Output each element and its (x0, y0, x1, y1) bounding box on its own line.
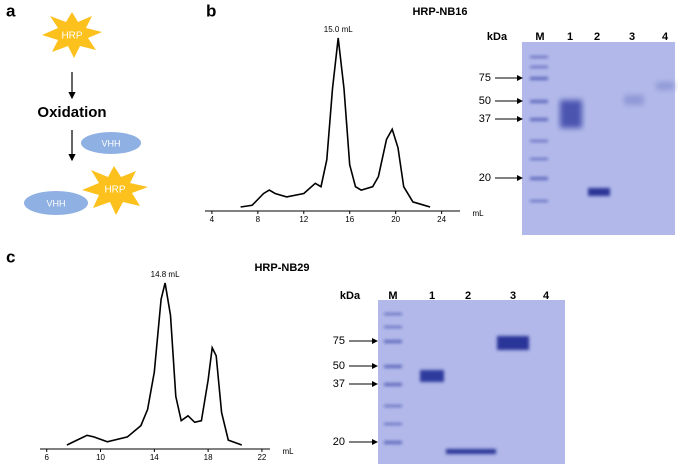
hrp-label: HRP (61, 31, 82, 42)
x-tick-label: 6 (44, 453, 49, 462)
marker-label: 50 (479, 95, 491, 107)
vhh-shape (81, 132, 141, 154)
marker-label: 75 (333, 335, 345, 347)
x-tick-label: 14 (150, 453, 159, 462)
lane-label: 2 (594, 31, 600, 43)
hrp-label: HRP (104, 185, 125, 196)
panel-label: b (206, 1, 216, 20)
peak-label: 15.0 mL (324, 25, 353, 34)
x-tick-label: 20 (391, 215, 400, 224)
vhh-shape (24, 191, 88, 215)
vhh-label: VHH (46, 198, 65, 208)
panel-label: c (6, 247, 15, 266)
panel-label: a (6, 1, 16, 20)
marker-label: 50 (333, 360, 345, 372)
gel (522, 42, 675, 235)
x-tick-label: 8 (256, 215, 261, 224)
marker-label: 37 (333, 378, 345, 390)
chromatogram-line (66, 282, 243, 446)
marker-label: 75 (479, 72, 491, 84)
vhh-label: VHH (101, 138, 120, 148)
x-tick-label: 18 (204, 453, 213, 462)
x-tick-label: 16 (345, 215, 354, 224)
marker-arrows (349, 338, 378, 445)
x-tick-label: 22 (257, 453, 266, 462)
hrp-star (82, 166, 148, 215)
marker-arrows (495, 75, 523, 181)
panel-title: HRP-NB29 (254, 262, 309, 274)
chromatogram-line (240, 37, 431, 208)
panel-title: HRP-NB16 (412, 6, 467, 18)
x-tick-label: 10 (96, 453, 105, 462)
marker-label: 20 (333, 436, 345, 448)
hrp-star (42, 12, 102, 58)
gel-unit: kDa (340, 290, 361, 302)
gel (378, 300, 565, 464)
gel-background (522, 42, 675, 235)
lane-label: 3 (629, 31, 635, 43)
gel-unit: kDa (487, 31, 508, 43)
x-axis-label: mL (472, 209, 484, 218)
lane-label: 4 (662, 31, 669, 43)
gel-background (378, 300, 565, 464)
lane-label: 1 (567, 31, 573, 43)
x-tick-label: 12 (299, 215, 308, 224)
x-tick-label: 24 (437, 215, 446, 224)
x-tick-label: 4 (210, 215, 215, 224)
lane-label: 4 (543, 290, 550, 302)
lane-label: M (388, 290, 397, 302)
marker-label: 37 (479, 113, 491, 125)
peak-label: 14.8 mL (151, 270, 180, 279)
lane-label: 2 (465, 290, 471, 302)
x-axis-label: mL (282, 447, 294, 456)
lane-label: 1 (429, 290, 435, 302)
lane-label: 3 (510, 290, 516, 302)
step-label: Oxidation (37, 104, 106, 121)
marker-label: 20 (479, 172, 491, 184)
lane-label: M (535, 31, 544, 43)
